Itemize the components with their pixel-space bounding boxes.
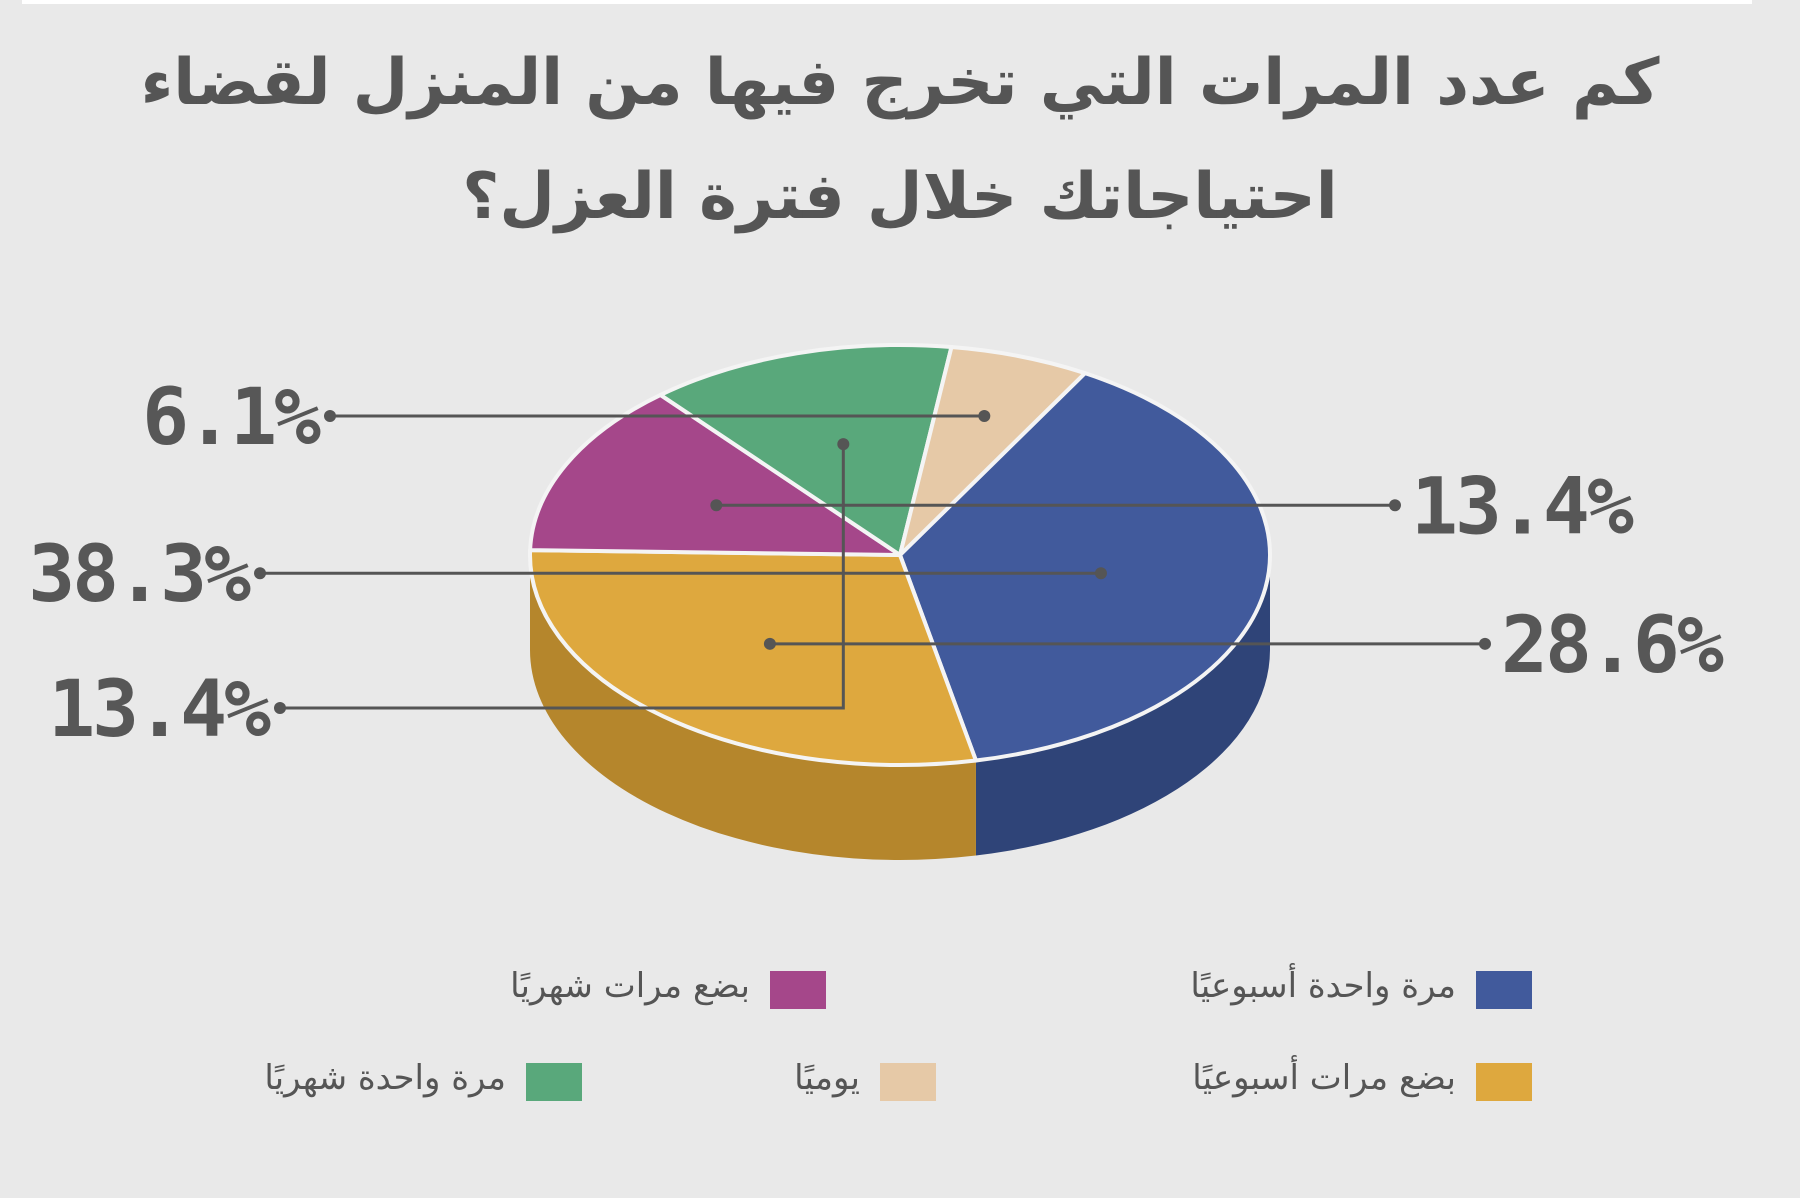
legend-swatch-4 bbox=[880, 1063, 936, 1101]
leader-end-1 bbox=[1479, 637, 1491, 650]
value-label-4: 6.1% bbox=[142, 373, 321, 463]
legend-label-0: مرة واحدة أسبوعيًا bbox=[1190, 966, 1456, 1006]
leader-dot-2 bbox=[710, 499, 723, 512]
chart-title-line-1: كم عدد المرات التي تخرج فيها من المنزل ل… bbox=[140, 46, 1660, 120]
leader-dot-4 bbox=[978, 410, 991, 423]
value-label-1: 28.6% bbox=[1501, 601, 1724, 691]
pie-slice-1 bbox=[528, 548, 978, 767]
value-label-0: 38.3% bbox=[28, 530, 251, 620]
legend-swatch-2 bbox=[770, 971, 826, 1009]
legend-label-1: بضع مرات أسبوعيًا bbox=[1192, 1058, 1456, 1098]
legend-swatch-0 bbox=[1476, 971, 1532, 1009]
value-label-2: 13.4% bbox=[1411, 462, 1634, 552]
leader-line-3 bbox=[280, 444, 845, 710]
legend-label-3: مرة واحدة شهريًا bbox=[264, 1058, 506, 1098]
pie-slice-0 bbox=[898, 371, 1272, 763]
pie-slice-2 bbox=[528, 392, 902, 557]
leader-dot-0 bbox=[1094, 567, 1107, 580]
leader-dot-3 bbox=[837, 438, 850, 451]
leader-end-4 bbox=[324, 410, 336, 423]
pie-slice-3 bbox=[658, 343, 954, 557]
leader-end-3 bbox=[274, 702, 286, 714]
pie-side-0 bbox=[975, 555, 1270, 856]
legend-swatch-1 bbox=[1476, 1063, 1532, 1101]
pie-callouts: 38.3% 28.6% 13.4% 13.4% 6.1% bbox=[28, 373, 1727, 755]
legend-swatch-3 bbox=[526, 1063, 582, 1101]
value-label-3: 13.4% bbox=[48, 665, 271, 755]
legend-label-4: يوميًا bbox=[794, 1058, 860, 1098]
leader-dot-1 bbox=[763, 637, 776, 650]
pie-slice-4 bbox=[898, 345, 1087, 557]
pie-side-1 bbox=[530, 555, 976, 861]
leader-end-2 bbox=[1389, 499, 1401, 512]
top-border bbox=[22, 0, 1752, 4]
leader-end-0 bbox=[254, 567, 266, 580]
legend-label-2: بضع مرات شهريًا bbox=[510, 966, 750, 1006]
pie-sides bbox=[530, 555, 1270, 861]
chart-title-line-2: احتياجاتك خلال فترة العزل؟ bbox=[462, 160, 1338, 234]
pie-tops bbox=[528, 343, 1272, 767]
